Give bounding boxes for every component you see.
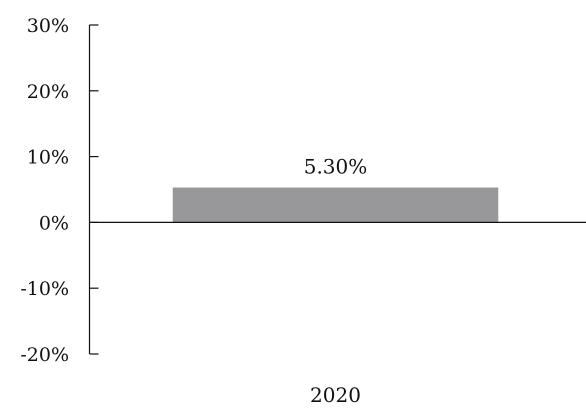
y-tick-label: 10% — [27, 147, 69, 169]
y-tick-label: 30% — [27, 15, 69, 37]
y-tick-label: 20% — [27, 81, 69, 103]
y-tick-label: -20% — [20, 344, 69, 366]
bars: 5.30% — [172, 155, 499, 223]
y-tick-label: 0% — [39, 212, 69, 234]
x-category-label: 2020 — [310, 383, 361, 407]
y-tick-label: -10% — [20, 278, 69, 300]
bar — [172, 187, 499, 223]
y-axis: 30% 20% 10% 0% -10% -20% — [20, 15, 99, 366]
x-axis: 2020 — [89, 221, 586, 407]
bar-data-label: 5.30% — [304, 155, 368, 179]
